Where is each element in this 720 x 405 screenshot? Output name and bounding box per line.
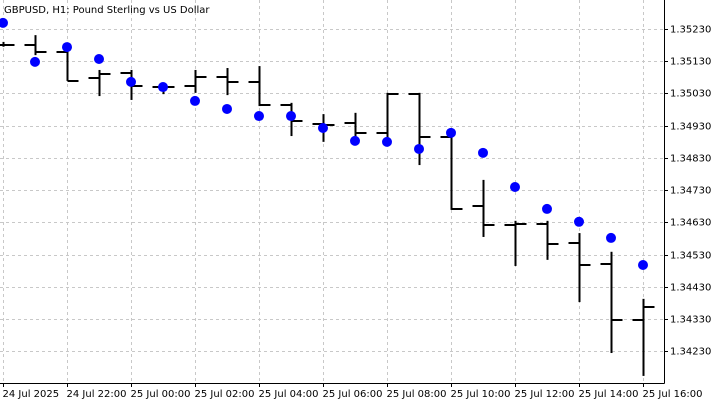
marker-dot <box>0 17 8 28</box>
y-tick-label: 1.34730 <box>670 186 711 197</box>
marker-dot <box>478 147 488 158</box>
ohlc-bar <box>568 233 591 303</box>
marker-dot <box>126 76 136 87</box>
marker-dot <box>414 143 424 154</box>
ohlc-bar <box>536 220 559 260</box>
ohlc-bar <box>0 41 15 47</box>
marker-dot <box>318 122 328 133</box>
y-tick-label: 1.35230 <box>670 25 711 36</box>
y-tick-label: 1.34430 <box>670 283 711 294</box>
marker-dot <box>446 127 456 138</box>
marker-dot <box>94 53 104 64</box>
marker-dot <box>510 181 520 192</box>
ohlc-bar <box>56 49 79 82</box>
marker-dot <box>350 135 360 146</box>
x-tick-label: 25 Jul 00:00 <box>131 389 191 400</box>
plot <box>0 17 655 376</box>
marker-dot <box>254 111 264 122</box>
x-tick-label: 25 Jul 02:00 <box>195 389 255 400</box>
x-tick-label: 24 Jul 22:00 <box>67 389 127 400</box>
y-tick-label: 1.35030 <box>670 89 711 100</box>
y-tick-label: 1.34530 <box>670 251 711 262</box>
marker-dot <box>222 103 232 114</box>
marker-dot <box>574 216 584 227</box>
ohlc-bar <box>248 66 271 107</box>
x-tick-label: 25 Jul 12:00 <box>515 389 575 400</box>
ohlc-bar <box>632 298 655 376</box>
chart-title: GBPUSD, H1: Pound Sterling vs US Dollar <box>4 5 210 16</box>
ohlc-bar <box>504 220 527 266</box>
marker-dot <box>606 232 616 243</box>
marker-dot <box>382 136 392 147</box>
y-tick-label: 1.34830 <box>670 154 711 165</box>
x-tick-label: 25 Jul 10:00 <box>451 389 511 400</box>
x-tick-label: 25 Jul 04:00 <box>259 389 319 400</box>
marker-dot <box>542 203 552 214</box>
y-tick-label: 1.34230 <box>670 347 711 358</box>
x-tick-label: 24 Jul 2025 <box>3 389 60 400</box>
ohlc-bar <box>216 68 239 96</box>
y-tick-label: 1.34330 <box>670 315 711 326</box>
marker-dot <box>638 260 648 271</box>
ohlc-bar <box>88 69 111 97</box>
y-tick-label: 1.34930 <box>670 122 711 133</box>
y-tick-label: 1.34630 <box>670 218 711 229</box>
ohlc-bar <box>376 92 399 143</box>
x-tick-label: 25 Jul 08:00 <box>387 389 447 400</box>
x-tick-label: 25 Jul 16:00 <box>643 389 703 400</box>
marker-dot <box>190 95 200 106</box>
ohlc-bar <box>600 251 623 354</box>
x-tick-label: 25 Jul 06:00 <box>323 389 383 400</box>
y-tick-label: 1.35130 <box>670 57 711 68</box>
ohlc-bar <box>24 35 47 56</box>
marker-dot <box>62 42 72 53</box>
ohlc-bar <box>184 69 207 93</box>
marker-dot <box>286 111 296 122</box>
marker-dot <box>30 56 40 67</box>
x-tick-label: 25 Jul 14:00 <box>579 389 639 400</box>
ohlc-bar <box>472 179 495 237</box>
marker-dot <box>158 82 168 93</box>
